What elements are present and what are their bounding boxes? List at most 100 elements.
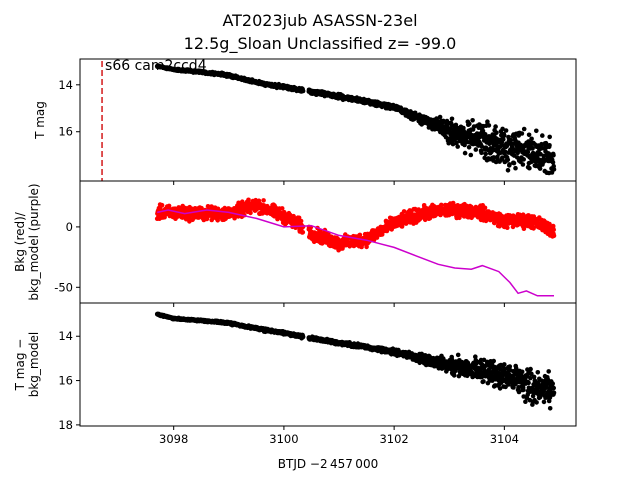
data-point xyxy=(246,197,251,203)
data-point xyxy=(437,114,443,120)
data-point xyxy=(439,202,444,208)
data-point xyxy=(300,230,306,235)
x-tick-label: 3100 xyxy=(269,432,298,446)
data-point xyxy=(505,168,511,173)
data-point xyxy=(486,123,492,128)
data-point xyxy=(551,233,557,239)
data-point xyxy=(546,398,552,404)
data-point xyxy=(159,202,165,208)
data-point xyxy=(551,167,557,172)
data-point xyxy=(530,146,535,151)
data-point xyxy=(521,126,527,132)
data-point xyxy=(551,227,556,233)
data-point xyxy=(531,226,536,231)
data-point xyxy=(483,218,489,224)
data-point xyxy=(508,137,514,143)
data-point xyxy=(279,206,285,211)
data-point xyxy=(507,364,513,369)
data-point xyxy=(503,128,509,133)
data-point xyxy=(523,399,528,405)
data-point xyxy=(491,155,497,160)
data-point xyxy=(525,149,531,155)
data-point xyxy=(483,151,489,157)
data-point xyxy=(539,141,544,147)
data-point xyxy=(534,128,539,134)
data-point xyxy=(546,369,551,374)
chart-title-line2: 12.5g_Sloan Unclassified z= -99.0 xyxy=(184,34,457,54)
data-point xyxy=(520,162,526,167)
y-axis-label-bottom: T mag −bkg_model xyxy=(13,332,41,398)
data-point xyxy=(543,140,549,146)
data-point xyxy=(500,126,505,132)
data-point xyxy=(519,131,525,136)
data-point xyxy=(502,149,508,155)
chart-title-line1: AT2023jub ASASSN-23el xyxy=(222,11,417,30)
data-point xyxy=(502,366,507,372)
data-point xyxy=(451,373,457,378)
data-point xyxy=(473,354,478,360)
data-point xyxy=(547,143,552,148)
y-tick-label: 14 xyxy=(58,329,73,343)
series-bottom-0 xyxy=(154,311,557,411)
data-point xyxy=(534,400,539,405)
series-middle-1 xyxy=(157,209,554,297)
data-point xyxy=(462,150,468,156)
data-point xyxy=(427,215,433,221)
data-point xyxy=(498,367,503,372)
data-point xyxy=(482,132,488,137)
data-point xyxy=(507,162,512,167)
data-point xyxy=(422,217,428,223)
data-point xyxy=(505,157,511,163)
series-line-middle xyxy=(157,209,554,297)
y-tick-label: 16 xyxy=(58,374,73,388)
data-point xyxy=(550,223,556,229)
sector-annotation: s66 cam2ccd4 xyxy=(105,58,207,74)
data-point xyxy=(449,116,455,122)
data-point xyxy=(455,352,461,358)
y-tick-label: 18 xyxy=(58,418,73,432)
data-point xyxy=(494,130,499,135)
data-point xyxy=(541,399,547,405)
data-point xyxy=(528,375,533,381)
x-tick-label: 3102 xyxy=(379,432,408,446)
data-point xyxy=(519,369,525,375)
data-point xyxy=(502,362,507,367)
data-point xyxy=(529,136,534,142)
data-point xyxy=(461,125,466,131)
data-point xyxy=(480,128,486,134)
y-tick-label: -50 xyxy=(54,280,73,294)
data-point xyxy=(531,374,537,380)
data-point xyxy=(526,132,532,138)
data-point xyxy=(551,385,556,391)
data-point xyxy=(261,198,266,203)
data-point xyxy=(205,204,211,209)
data-point xyxy=(298,218,304,224)
data-point xyxy=(467,121,472,127)
data-point xyxy=(502,133,507,138)
data-point xyxy=(547,134,552,140)
data-point xyxy=(501,137,506,142)
data-point xyxy=(516,389,522,395)
y-tick-label: 0 xyxy=(66,220,73,234)
data-point xyxy=(248,210,253,216)
data-point xyxy=(527,165,532,171)
data-point xyxy=(166,203,172,209)
x-tick-label: 3098 xyxy=(159,432,188,446)
data-point xyxy=(529,371,534,377)
data-point xyxy=(491,358,497,364)
data-point xyxy=(482,205,488,211)
y-axis-label-top: T mag xyxy=(33,101,47,140)
data-point xyxy=(547,406,553,411)
data-point xyxy=(401,209,407,214)
series-top-0 xyxy=(154,63,557,176)
y-axis-label-middle: Bkg (red)/bkg_model (purple) xyxy=(13,183,41,300)
data-point xyxy=(511,160,517,166)
data-point xyxy=(521,387,526,393)
data-point xyxy=(521,157,526,162)
data-point xyxy=(530,393,536,399)
y-tick-label: 16 xyxy=(58,125,73,139)
data-point xyxy=(526,380,531,386)
data-point xyxy=(551,390,557,396)
